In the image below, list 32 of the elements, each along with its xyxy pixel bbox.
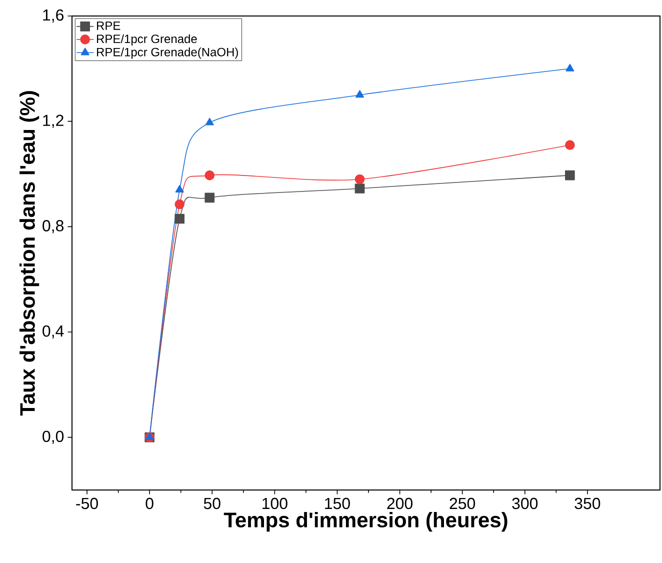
y-tick-label: 1,2 bbox=[43, 114, 64, 128]
y-axis-title: Taux d'absorption dans l'eau (%) bbox=[20, 91, 40, 416]
point bbox=[355, 90, 364, 98]
y-tick-label: 1,6 bbox=[43, 9, 64, 23]
point bbox=[566, 64, 574, 72]
legend-label: RPE bbox=[97, 22, 120, 30]
legend-label: RPE/1pcr Grenade bbox=[97, 34, 197, 46]
point bbox=[204, 170, 215, 180]
point bbox=[354, 184, 365, 194]
x-axis-title: Temps d'immersion (heures) bbox=[224, 512, 508, 532]
x-tick-label: 0 bbox=[146, 498, 154, 510]
point bbox=[174, 199, 184, 210]
y-tick-label: 0,4 bbox=[42, 325, 64, 339]
x-tick-label: 50 bbox=[204, 498, 220, 510]
x-tick-label: 100 bbox=[262, 498, 288, 510]
x-tick-label: 200 bbox=[387, 498, 412, 510]
legend-label: RPE/1pcr Grenade(NaOH) bbox=[97, 48, 238, 59]
x-tick-label: 150 bbox=[325, 498, 350, 510]
point bbox=[565, 170, 575, 180]
point bbox=[175, 184, 184, 192]
x-tick-label: 350 bbox=[574, 498, 600, 510]
y-tick-label: 0,0 bbox=[42, 430, 64, 444]
point bbox=[565, 140, 575, 150]
point bbox=[145, 432, 154, 440]
y-tick-label: 0,8 bbox=[42, 220, 64, 234]
x-tick-label: -50 bbox=[76, 498, 98, 510]
point bbox=[204, 192, 215, 203]
point bbox=[354, 174, 365, 184]
point bbox=[174, 214, 184, 224]
x-tick-label: 300 bbox=[512, 498, 538, 510]
point bbox=[205, 118, 214, 126]
x-tick-label: 250 bbox=[450, 498, 476, 510]
